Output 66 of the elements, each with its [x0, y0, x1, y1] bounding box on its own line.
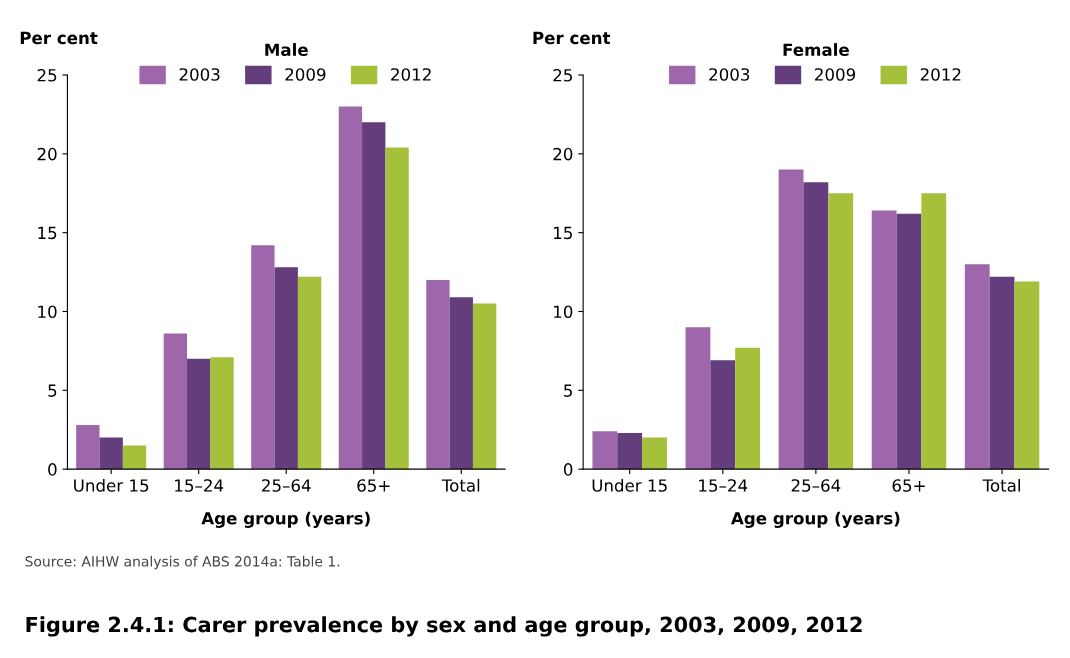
bar — [472, 303, 497, 470]
y-tick-label: 15 — [38, 226, 57, 240]
legend-label: 2012 — [920, 68, 961, 81]
bar — [426, 279, 450, 470]
y-tick-label: 10 — [38, 305, 57, 319]
bar — [735, 347, 761, 470]
x-tick-label: Under 15 — [74, 478, 149, 492]
y-tick-label: 0 — [563, 463, 573, 476]
legend-label: 2003 — [179, 68, 220, 81]
x-tick-label: Under 15 — [592, 478, 667, 492]
bar — [803, 182, 829, 470]
bar — [297, 276, 322, 470]
chart-title: Male — [265, 43, 308, 57]
x-tick-label: 25–64 — [262, 479, 311, 492]
bar — [896, 213, 922, 470]
bar — [210, 357, 234, 470]
bar — [685, 327, 711, 470]
x-tick-label: 25–64 — [791, 479, 841, 492]
y-tick-label: 5 — [564, 384, 572, 397]
bar — [989, 276, 1015, 470]
bar — [642, 437, 667, 470]
bar — [99, 437, 123, 470]
bar — [76, 425, 100, 470]
bar — [274, 267, 298, 470]
legend-label: 2009 — [815, 68, 856, 81]
x-tick-label: Total — [982, 478, 1020, 492]
y-tick-label: 5 — [48, 384, 57, 397]
y-tick-label: 0 — [48, 463, 57, 476]
bar — [921, 193, 947, 470]
y-axis-title: Per cent — [533, 31, 611, 45]
y-tick-label: 20 — [37, 147, 57, 161]
x-tick-label: 15–24 — [175, 479, 224, 492]
bar — [617, 432, 643, 470]
bar — [338, 106, 363, 470]
bar — [251, 245, 275, 470]
bar — [828, 193, 854, 470]
y-tick-label: 25 — [553, 68, 572, 82]
chart-title: Female — [783, 43, 849, 57]
bar — [163, 333, 188, 470]
y-tick-label: 10 — [554, 305, 573, 319]
legend-label: 2009 — [285, 68, 326, 81]
bar — [964, 264, 990, 470]
bar — [362, 122, 386, 470]
x-tick-label: 15–24 — [699, 479, 748, 492]
x-axis-title: Age group (years) — [201, 511, 370, 528]
bar — [187, 358, 211, 470]
legend-label: 2012 — [391, 68, 431, 81]
bar — [122, 445, 147, 470]
y-tick-label: 25 — [37, 68, 57, 82]
x-axis-title: Age group (years) — [731, 511, 900, 528]
legend-label: 2003 — [709, 68, 750, 81]
bar — [871, 210, 897, 470]
x-tick-label: 65+ — [357, 479, 390, 492]
caption: Figure 2.4.1: Carer prevalence by sex and age group, 2003, 2009, 2012 — [26, 616, 862, 637]
x-tick-label: Total — [441, 478, 480, 492]
x-tick-label: 65+ — [892, 479, 925, 492]
bar — [592, 431, 618, 470]
bar — [710, 360, 736, 470]
bar — [449, 297, 473, 470]
bar — [778, 169, 804, 470]
bar — [1014, 281, 1040, 470]
bar — [385, 147, 409, 470]
source-note: Source: AIHW analysis of ABS 2014a: Table 1. — [25, 555, 340, 570]
y-axis-title: Per cent — [20, 31, 98, 45]
y-tick-label: 15 — [554, 226, 572, 240]
y-tick-label: 20 — [553, 147, 573, 161]
